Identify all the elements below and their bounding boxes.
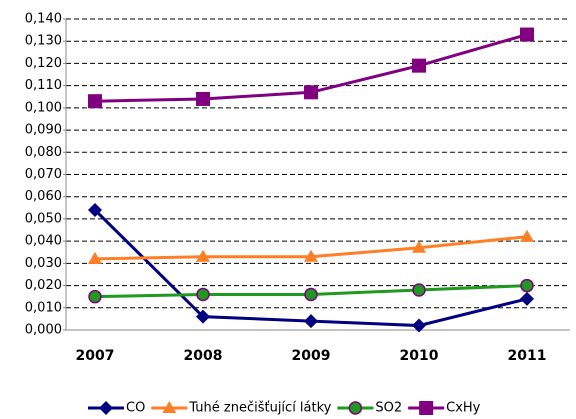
marker xyxy=(88,94,102,109)
y-tick-label: 0,010 xyxy=(25,300,62,315)
legend-label: SO2 xyxy=(375,401,402,416)
marker xyxy=(304,85,318,100)
x-tick-label: 2008 xyxy=(184,348,223,364)
y-tick-label: 0,130 xyxy=(25,34,62,49)
y-tick-label: 0,060 xyxy=(25,189,62,204)
y-tick-label: 0,120 xyxy=(25,56,62,71)
marker xyxy=(304,314,318,329)
y-tick-label: 0,000 xyxy=(25,323,62,338)
marker xyxy=(304,287,318,302)
legend-label: CO xyxy=(126,401,145,416)
y-tick-label: 0,030 xyxy=(25,256,62,271)
legend-label: Tuhé znečišťující látky xyxy=(188,401,331,416)
marker xyxy=(412,240,426,253)
marker xyxy=(88,289,102,304)
y-tick-label: 0,090 xyxy=(25,123,62,138)
y-tick-label: 0,140 xyxy=(25,12,62,27)
x-tick-label: 2011 xyxy=(508,348,547,364)
legend-item: CO xyxy=(88,401,145,416)
marker xyxy=(196,287,210,302)
marker xyxy=(412,58,426,73)
marker xyxy=(88,203,102,218)
y-tick-label: 0,100 xyxy=(25,100,62,115)
marker xyxy=(196,91,210,106)
marker xyxy=(412,318,426,333)
marker xyxy=(348,401,363,415)
x-tick-label: 2010 xyxy=(400,348,439,364)
marker xyxy=(196,309,210,324)
marker xyxy=(520,278,534,293)
legend-item: SO2 xyxy=(337,401,402,416)
y-tick-label: 0,050 xyxy=(25,211,62,226)
marker xyxy=(419,401,434,415)
x-tick-label: 2007 xyxy=(76,348,115,364)
series xyxy=(88,278,534,304)
marker xyxy=(412,283,426,297)
legend-label: CxHy xyxy=(446,401,481,416)
series xyxy=(88,229,534,264)
y-tick-label: 0,040 xyxy=(25,234,62,249)
y-tick-label: 0,110 xyxy=(25,78,62,93)
marker xyxy=(196,249,210,262)
legend-item: CxHy xyxy=(408,401,481,416)
marker xyxy=(99,401,113,415)
series xyxy=(88,27,534,109)
x-tick-label: 2009 xyxy=(292,348,331,364)
marker xyxy=(520,291,534,306)
marker xyxy=(88,251,102,264)
y-tick-label: 0,070 xyxy=(25,167,62,182)
legend-item: Tuhé znečišťující látky xyxy=(151,401,332,416)
y-tick-label: 0,020 xyxy=(25,278,62,293)
marker xyxy=(162,401,177,413)
series xyxy=(88,203,534,333)
marker xyxy=(520,27,534,42)
marker xyxy=(304,249,318,262)
marker xyxy=(520,229,534,242)
y-tick-label: 0,080 xyxy=(25,145,62,160)
